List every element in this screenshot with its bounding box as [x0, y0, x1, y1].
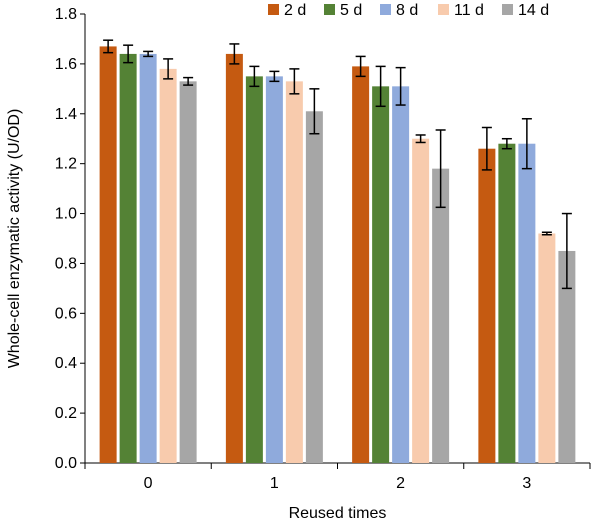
bar [225, 53, 243, 464]
x-tick-label: 3 [522, 475, 531, 492]
legend-swatch [268, 4, 279, 15]
legend-label: 2 d [284, 2, 306, 19]
legend-label: 14 d [518, 2, 549, 19]
x-tick-label: 2 [396, 475, 405, 492]
legend-swatch [380, 4, 391, 15]
bar [352, 66, 370, 463]
bar [119, 53, 137, 464]
bar [392, 86, 410, 463]
error-bars [103, 39, 572, 290]
y-tick-label: 0.2 [55, 405, 77, 422]
bar [99, 46, 117, 464]
bar [372, 86, 390, 463]
bars [99, 46, 576, 464]
y-axis: 0.0 0.2 0.4 0.6 0.8 1.0 1.2 1.4 1.6 1.8 [55, 6, 86, 472]
legend-swatch [502, 4, 513, 15]
bar [518, 143, 536, 463]
y-tick-label: 1.8 [55, 6, 77, 23]
y-axis-title: Whole-cell enzymatic activity (U/OD) [6, 109, 23, 369]
bar [498, 143, 516, 463]
legend-swatch [324, 4, 335, 15]
legend-swatch [438, 4, 449, 15]
y-tick-label: 0.4 [55, 355, 77, 372]
bar [558, 250, 576, 463]
y-tick-label: 1.2 [55, 156, 77, 173]
bar [265, 76, 283, 463]
bar [159, 68, 177, 463]
x-tick-label: 0 [144, 475, 153, 492]
legend-label: 5 d [340, 2, 362, 19]
y-tick-label: 1.0 [55, 206, 77, 223]
bar [478, 148, 496, 463]
bar [538, 233, 556, 463]
y-tick-label: 1.6 [55, 56, 77, 73]
bar [412, 138, 430, 463]
legend-label: 11 d [454, 2, 484, 19]
y-tick-label: 0.8 [55, 255, 77, 272]
x-axis-title: Reused times [289, 505, 387, 522]
x-tick-label: 1 [270, 475, 279, 492]
bar [432, 168, 450, 463]
y-tick-label: 1.4 [55, 106, 77, 123]
bar [285, 81, 303, 463]
legend: 2 d 5 d 8 d 11 d 14 d [268, 2, 549, 19]
y-tick-label: 0.6 [55, 305, 77, 322]
x-axis: 0 1 2 3 [84, 462, 591, 492]
bar [139, 53, 157, 464]
bar [245, 76, 263, 463]
bar [179, 81, 197, 463]
bar [305, 111, 323, 464]
legend-label: 8 d [396, 2, 418, 19]
y-tick-label: 0.0 [55, 455, 77, 472]
